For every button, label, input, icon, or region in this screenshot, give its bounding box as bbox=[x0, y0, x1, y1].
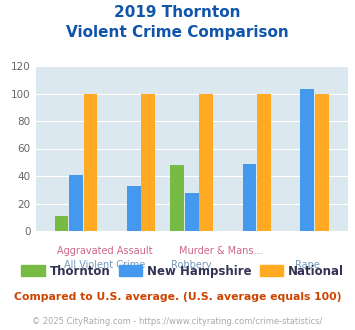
Bar bbox=[315, 93, 329, 231]
Text: Compared to U.S. average. (U.S. average equals 100): Compared to U.S. average. (U.S. average … bbox=[14, 292, 341, 302]
Bar bbox=[127, 185, 141, 231]
Text: Aggravated Assault: Aggravated Assault bbox=[57, 246, 153, 256]
Text: 2019 Thornton: 2019 Thornton bbox=[114, 5, 241, 20]
Text: © 2025 CityRating.com - https://www.cityrating.com/crime-statistics/: © 2025 CityRating.com - https://www.city… bbox=[32, 317, 323, 326]
Bar bbox=[300, 89, 314, 231]
Text: Murder & Mans...: Murder & Mans... bbox=[179, 246, 262, 256]
Text: Robbery: Robbery bbox=[171, 260, 212, 270]
Bar bbox=[185, 192, 199, 231]
Bar bbox=[69, 175, 83, 231]
Legend: Thornton, New Hampshire, National: Thornton, New Hampshire, National bbox=[17, 260, 349, 282]
Bar bbox=[55, 216, 69, 231]
Text: Violent Crime Comparison: Violent Crime Comparison bbox=[66, 25, 289, 40]
Text: Rape: Rape bbox=[295, 260, 320, 270]
Bar bbox=[242, 164, 257, 231]
Bar bbox=[199, 93, 213, 231]
Bar bbox=[141, 93, 155, 231]
Bar bbox=[170, 165, 184, 231]
Bar bbox=[83, 93, 97, 231]
Text: All Violent Crime: All Violent Crime bbox=[64, 260, 146, 270]
Bar bbox=[257, 93, 271, 231]
